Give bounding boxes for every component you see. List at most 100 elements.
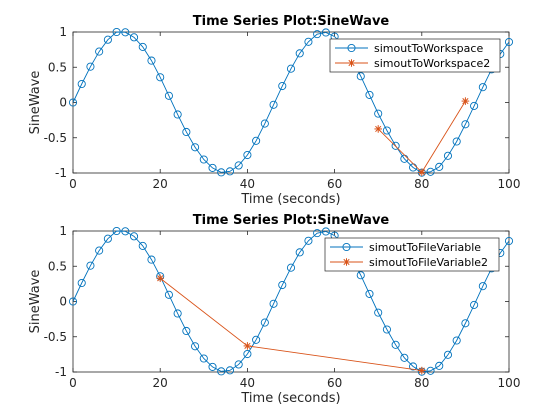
data-point	[234, 161, 243, 170]
data-point	[269, 299, 278, 308]
x-tick-label: 40	[240, 376, 255, 390]
legend-swatch-marker	[342, 242, 351, 252]
data-point	[77, 79, 86, 89]
data-point	[391, 141, 400, 150]
data-point-stroke	[462, 98, 469, 105]
x-tick-label: 100	[498, 177, 521, 191]
y-tick-label: 0	[59, 295, 67, 309]
data-point	[199, 354, 208, 363]
data-point	[68, 98, 78, 107]
data-point	[356, 271, 365, 280]
data-point	[225, 167, 235, 176]
legend-label: simoutToWorkspace	[374, 42, 483, 55]
x-tick-label: 40	[240, 177, 255, 191]
data-point	[426, 366, 435, 375]
y-tick-label: 1	[59, 224, 67, 238]
x-tick-label: 80	[414, 376, 429, 390]
data-point	[286, 263, 296, 272]
data-point	[418, 168, 426, 177]
data-point	[191, 342, 200, 351]
data-point	[77, 278, 86, 288]
y-tick-label: 0	[59, 96, 67, 110]
data-point	[443, 350, 453, 359]
data-point	[443, 151, 453, 160]
data-point	[382, 325, 391, 334]
series-1	[68, 27, 514, 177]
data-point	[374, 109, 383, 118]
data-point	[278, 81, 287, 91]
data-point	[365, 289, 374, 298]
data-point	[374, 308, 383, 317]
data-point	[252, 335, 261, 344]
data-point	[147, 56, 156, 65]
data-point	[278, 280, 287, 290]
data-point	[295, 49, 304, 58]
data-point	[103, 35, 112, 44]
data-point	[461, 120, 470, 129]
data-point	[304, 236, 313, 245]
chart-title: Time Series Plot:SineWave	[193, 213, 390, 228]
y-tick-label: 0.5	[48, 259, 67, 273]
data-point	[208, 362, 217, 371]
chart-bottom: Time Series Plot:SineWave 0 20 40 60 80 100 -1 -…	[28, 213, 520, 406]
data-point	[138, 241, 147, 250]
data-point	[452, 137, 461, 146]
legend-swatch-marker-stroke	[343, 258, 350, 266]
data-point	[68, 297, 78, 306]
data-point	[173, 309, 182, 318]
data-point	[356, 72, 365, 81]
data-point	[225, 366, 235, 375]
data-point	[382, 126, 391, 135]
x-tick-label: 20	[153, 376, 168, 390]
data-point	[173, 110, 182, 119]
x-tick-label: 80	[414, 177, 429, 191]
data-point	[164, 290, 173, 299]
data-point	[461, 97, 470, 105]
data-point	[129, 33, 139, 42]
x-tick-label: 100	[498, 376, 521, 390]
y-tick-label: -0.5	[44, 330, 67, 344]
data-point	[112, 226, 121, 236]
data-point	[286, 64, 296, 73]
series-2	[156, 274, 426, 375]
data-point	[409, 362, 418, 371]
y-tick-label: -1	[55, 166, 67, 180]
data-point	[243, 342, 252, 350]
data-point	[504, 37, 514, 47]
data-point	[182, 326, 191, 336]
data-point	[156, 274, 164, 283]
chart-top: Time Series Plot:SineWave 0 20 40 60 80 100 -1 -…	[28, 14, 520, 207]
legend: simoutToWorkspace simoutToWorkspace2	[329, 38, 501, 73]
y-axis-label: SineWave	[28, 270, 43, 334]
data-point	[304, 37, 313, 46]
data-point	[86, 62, 95, 71]
legend-swatch-marker-stroke	[348, 59, 355, 67]
data-point	[391, 340, 400, 349]
data-point	[234, 360, 243, 369]
data-point	[478, 282, 487, 291]
data-point	[295, 248, 304, 257]
data-point	[426, 167, 435, 176]
y-axis-label: SineWave	[28, 71, 43, 135]
y-tick-label: -0.5	[44, 131, 67, 145]
data-point	[243, 349, 252, 359]
y-tick-label: 0.5	[48, 60, 67, 74]
data-point-stroke	[157, 275, 164, 282]
data-point	[321, 28, 330, 37]
data-point-stroke	[418, 367, 425, 374]
data-point	[478, 83, 487, 92]
x-axis-label: Time (seconds)	[240, 391, 340, 406]
data-point	[435, 162, 444, 171]
data-point	[147, 255, 156, 264]
legend-swatch-marker	[347, 43, 356, 53]
series-2	[374, 97, 470, 177]
data-point	[260, 318, 269, 327]
legend-swatch-marker	[342, 258, 351, 266]
data-point	[217, 367, 226, 376]
data-point	[103, 234, 112, 243]
x-tick-label: 0	[69, 177, 77, 191]
data-point	[86, 261, 95, 270]
data-point-stroke	[244, 342, 251, 350]
y-tick-label: 1	[59, 25, 67, 39]
data-point	[199, 155, 208, 164]
